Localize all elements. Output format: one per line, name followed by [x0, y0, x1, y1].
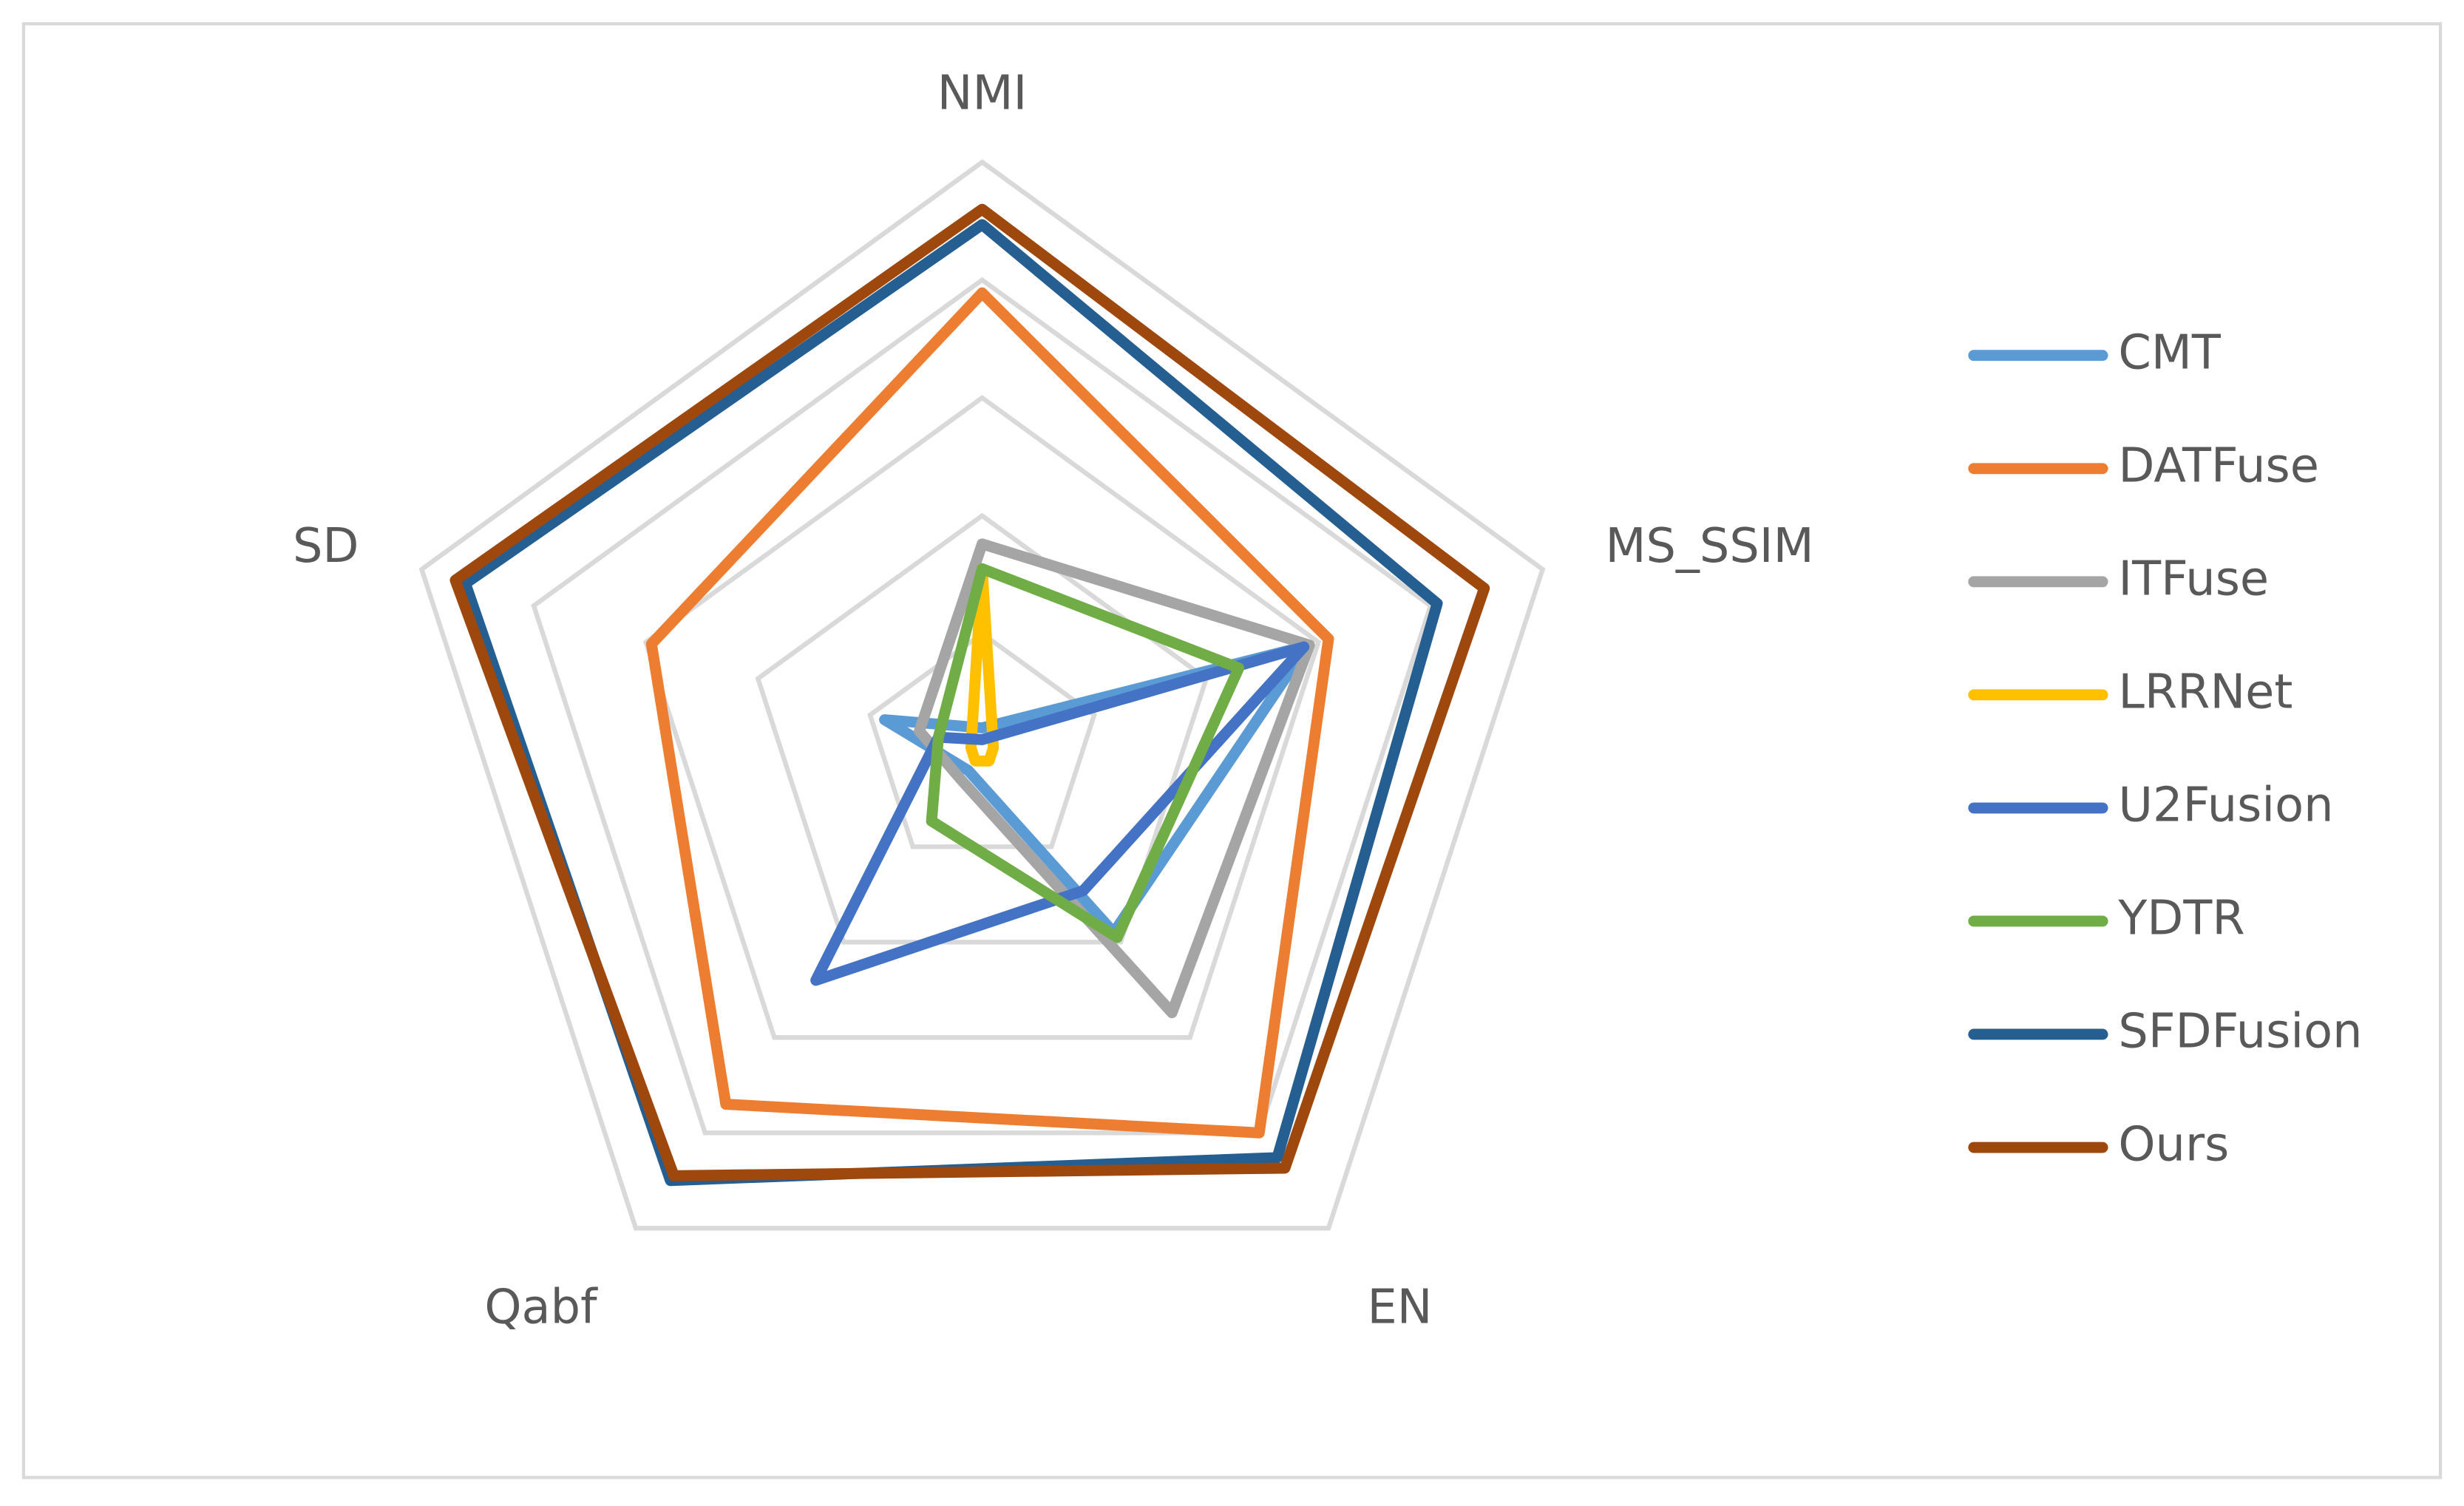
legend-label: YDTR — [2117, 892, 2244, 946]
series-polygon — [810, 641, 1310, 986]
legend-label: LRRNet — [2118, 665, 2292, 719]
series-polygon — [965, 563, 999, 767]
axis-label: MS_SSIM — [1606, 519, 1814, 574]
grid-ring — [531, 277, 1433, 1136]
legend-label: SFDFusion — [2118, 1005, 2362, 1059]
axis-label: SD — [293, 519, 359, 574]
legend-label: DATFuse — [2118, 438, 2319, 493]
axis-label: Qabf — [484, 1280, 598, 1334]
grid-ring — [642, 395, 1322, 1040]
legend-label: U2Fusion — [2118, 778, 2333, 832]
series-polygon — [645, 287, 1334, 1139]
legend-label: CMT — [2118, 325, 2222, 380]
axis-label: NMI — [937, 67, 1028, 121]
series-polygon — [926, 563, 1245, 943]
legend-label: ITFuse — [2118, 552, 2269, 606]
axis-label: EN — [1368, 1280, 1433, 1334]
series-polygon — [449, 203, 1490, 1181]
grid-ring — [418, 159, 1546, 1231]
grid-ring — [755, 512, 1209, 945]
legend-label: Ours — [2118, 1118, 2229, 1173]
